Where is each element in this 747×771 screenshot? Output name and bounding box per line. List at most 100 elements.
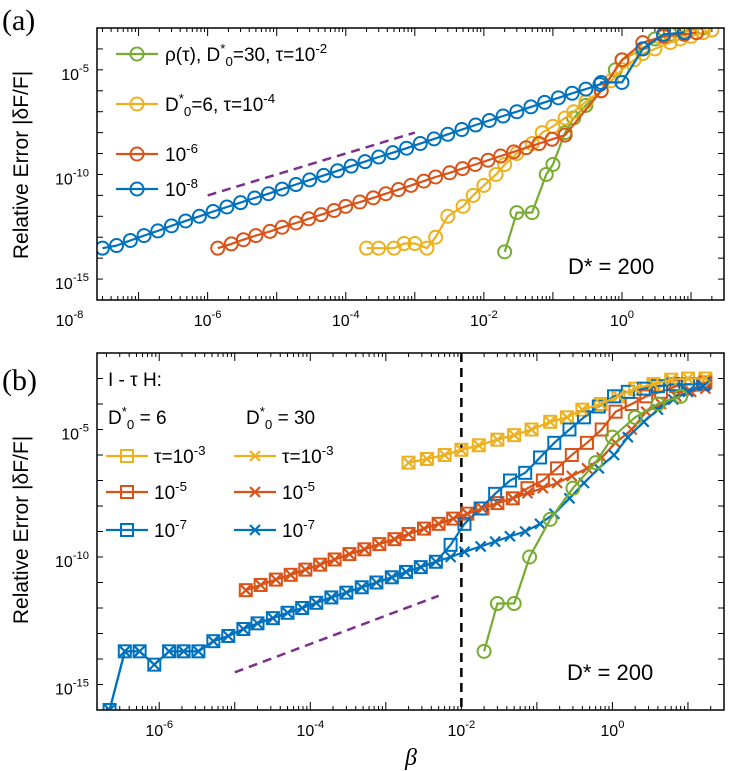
data-point <box>491 497 504 509</box>
data-point <box>538 166 554 182</box>
data-point <box>471 438 486 453</box>
legend-entry: 10-6 <box>116 141 198 166</box>
legend-entry: 10-8 <box>116 176 198 201</box>
legend-entry: τ=10-3 <box>106 443 206 468</box>
data-point <box>454 161 470 177</box>
panel-a-plot-area: 10-8 10-6 10-4 10-2 100 10-15 10-10 10-5 <box>55 27 725 330</box>
data-point <box>608 404 623 419</box>
data-point <box>298 562 313 577</box>
data-point <box>119 645 131 658</box>
data-point <box>299 563 312 576</box>
legend-column-header: D*0 = 30 <box>246 404 315 432</box>
panel-b-label: (b) <box>2 364 37 397</box>
data-point <box>490 496 505 511</box>
data-point <box>537 482 549 494</box>
legend-marker <box>129 96 145 112</box>
data-point <box>523 99 539 115</box>
legend-label: τ=10-3 <box>154 443 206 468</box>
data-point <box>403 177 419 193</box>
legend-label: D*0=6, τ=10-4 <box>165 91 275 119</box>
data-point <box>399 140 415 156</box>
data-point <box>310 597 323 609</box>
data-point <box>274 181 290 197</box>
data-point <box>489 535 501 548</box>
data-point <box>265 611 280 626</box>
data-point <box>357 154 373 170</box>
panel-b-legend-title: I - τ H: <box>108 370 162 391</box>
series-line <box>366 28 713 250</box>
data-point <box>646 377 661 392</box>
panel-a-label: (a) <box>2 4 35 37</box>
reference-slope-line <box>234 594 440 674</box>
data-point <box>371 149 387 165</box>
y-tick-label: 10-15 <box>55 678 89 699</box>
data-point <box>207 635 220 647</box>
data-point <box>325 591 338 604</box>
data-point <box>578 81 594 97</box>
data-point <box>493 148 509 164</box>
data-point <box>594 422 609 437</box>
data-point <box>178 213 194 229</box>
data-point <box>236 622 251 637</box>
data-point <box>247 190 263 206</box>
data-point <box>476 177 492 193</box>
legend-label: 10-7 <box>154 517 187 542</box>
data-point <box>614 52 630 68</box>
data-point <box>283 567 298 582</box>
panel-a: (a) Relative Error |δF/F| 10-8 10-6 10-4 10… <box>2 4 725 330</box>
data-point <box>519 525 531 538</box>
data-point <box>302 172 318 188</box>
data-point <box>593 74 609 90</box>
y-tick-label: 10-5 <box>61 63 89 84</box>
legend-entry: ρ(τ), D*0=30, τ=10-2 <box>116 41 327 69</box>
data-point <box>547 435 562 450</box>
data-point <box>524 422 539 437</box>
data-point <box>518 140 534 156</box>
data-point <box>635 41 651 57</box>
data-point <box>386 571 398 584</box>
data-point <box>401 526 416 541</box>
data-point <box>414 561 427 573</box>
series-3 <box>97 28 692 256</box>
x-axis-label: β <box>404 745 417 771</box>
data-point <box>704 28 720 38</box>
data-point <box>622 431 634 443</box>
data-point <box>177 645 190 658</box>
data-point <box>579 435 594 450</box>
data-point <box>428 554 443 569</box>
panel-a-legend: ρ(τ), D*0=30, τ=10-2 D*0=6, τ=10-4 10-6 10-… <box>116 41 327 201</box>
data-point <box>328 553 341 566</box>
data-point <box>490 432 505 447</box>
data-point <box>637 416 650 428</box>
data-point <box>147 657 162 672</box>
data-point <box>254 579 267 591</box>
data-point <box>327 552 342 567</box>
x-tick-label: 10-2 <box>470 309 498 330</box>
data-point <box>313 557 328 572</box>
data-point <box>454 122 470 138</box>
data-point <box>507 492 519 505</box>
data-point <box>440 126 456 142</box>
data-point <box>284 569 297 581</box>
series-3 <box>402 372 712 469</box>
series-6 <box>476 388 689 659</box>
data-point <box>508 429 520 441</box>
data-point <box>561 411 573 424</box>
data-point <box>352 194 368 210</box>
data-point <box>133 645 146 658</box>
data-point <box>627 409 643 425</box>
data-point <box>497 244 513 260</box>
data-point <box>442 165 458 181</box>
data-point <box>565 480 581 496</box>
y-tick-label: 10-15 <box>55 272 89 293</box>
legend-label: 10-8 <box>165 176 198 201</box>
data-point <box>650 396 666 412</box>
data-point <box>502 473 517 488</box>
y-tick-label: 10-10 <box>55 550 89 571</box>
panel-b-plot-area: 10-6 10-4 10-2 100 10-15 10-10 10-5 <box>55 352 725 740</box>
data-point <box>122 232 138 248</box>
data-point <box>673 388 689 404</box>
legend-marker <box>249 450 261 462</box>
data-point <box>447 512 459 525</box>
